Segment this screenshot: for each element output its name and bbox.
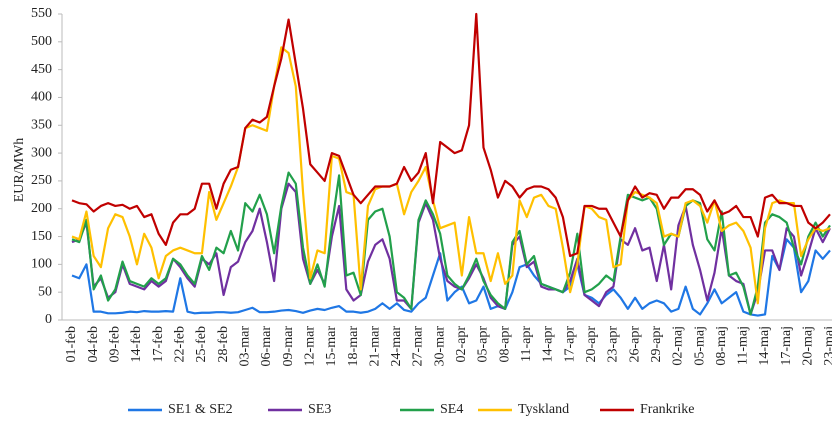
x-tick-label: 30-mar: [432, 326, 447, 367]
y-tick-label: 250: [31, 173, 52, 188]
x-tick-label: 06-mar: [259, 326, 274, 367]
y-tick-label: 450: [31, 62, 52, 77]
x-tick-label: 29-apr: [649, 326, 664, 363]
y-tick-label: 0: [45, 312, 52, 327]
x-tick-label: 14-apr: [541, 326, 556, 363]
x-tick-label: 17-maj: [779, 326, 794, 366]
x-tick-label: 01-feb: [64, 326, 79, 363]
x-tick-label: 11-maj: [736, 326, 751, 365]
y-axis-label: EUR/MWh: [12, 138, 27, 203]
y-tick-label: 400: [31, 90, 52, 105]
x-tick-label: 27-mar: [411, 326, 426, 367]
x-tick-label: 17-feb: [151, 326, 166, 363]
series-line: [71, 12, 831, 258]
x-tick-label: 22-feb: [173, 326, 188, 363]
x-tick-label: 09-mar: [281, 326, 296, 367]
x-tick-label: 08-apr: [497, 326, 512, 363]
y-tick-label: 550: [31, 6, 52, 21]
legend-label: Frankrike: [640, 402, 694, 417]
x-tick-label: 11-apr: [519, 326, 534, 362]
x-tick-label: 14-feb: [129, 326, 144, 363]
x-tick-label: 24-mar: [389, 326, 404, 367]
legend-label: Tyskland: [518, 402, 569, 417]
x-tick-label: 04-feb: [86, 326, 101, 363]
x-tick-label: 17-apr: [562, 326, 577, 363]
x-tick-label: 21-mar: [367, 326, 382, 367]
x-tick-label: 23-maj: [822, 326, 832, 366]
x-tick-label: 03-mar: [237, 326, 252, 367]
x-tick-label: 05-apr: [476, 326, 491, 363]
legend-label: SE3: [308, 402, 331, 417]
x-tick-label: 05-maj: [692, 326, 707, 366]
legend-label: SE4: [440, 402, 463, 417]
y-tick-label: 350: [31, 117, 52, 132]
legend-label: SE1 & SE2: [168, 402, 233, 417]
x-tick-label: 08-maj: [714, 326, 729, 366]
y-tick-label: 300: [31, 145, 52, 160]
y-tick-label: 50: [38, 284, 52, 299]
x-tick-label: 20-maj: [801, 326, 816, 366]
series-line: [71, 238, 831, 317]
x-tick-label: 02-apr: [454, 326, 469, 363]
y-tick-label: 500: [31, 34, 52, 49]
x-tick-label: 02-maj: [671, 326, 686, 366]
series-line: [71, 171, 831, 316]
y-tick-label: 150: [31, 229, 52, 244]
x-tick-label: 23-apr: [606, 326, 621, 363]
x-tick-label: 20-apr: [584, 326, 599, 363]
x-tick-label: 26-apr: [627, 326, 642, 363]
x-tick-label: 15-mar: [324, 326, 339, 367]
x-tick-label: 18-mar: [346, 326, 361, 367]
x-tick-label: 12-mar: [302, 326, 317, 367]
x-tick-label: 09-feb: [108, 326, 123, 363]
x-tick-label: 28-feb: [216, 326, 231, 363]
y-tick-label: 200: [31, 201, 52, 216]
series-line: [71, 46, 831, 305]
x-tick-label: 25-feb: [194, 326, 209, 363]
y-tick-label: 100: [31, 257, 52, 272]
x-tick-label: 14-maj: [757, 326, 772, 366]
